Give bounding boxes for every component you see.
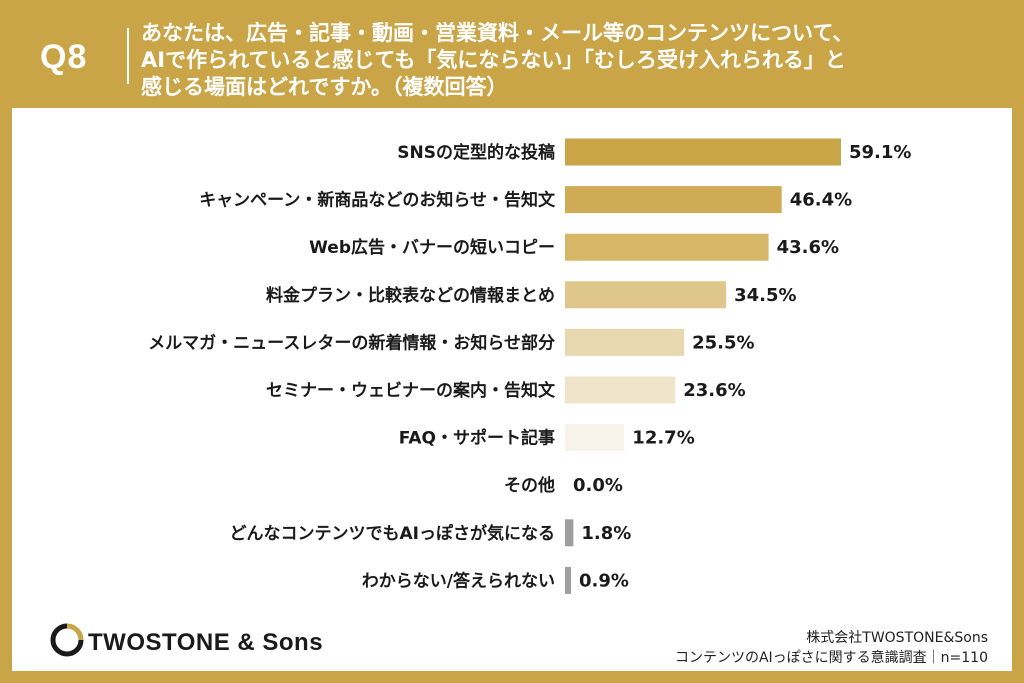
category-label: その他 xyxy=(504,475,555,496)
chart-panel: SNSの定型的な投稿 59.1% キャンペーン・新商品などのお知らせ・告知文 46.4… xyxy=(12,108,1012,671)
question-number: Q8 xyxy=(40,38,88,76)
value-label: 59.1% xyxy=(849,142,911,163)
bar xyxy=(565,233,769,261)
bar xyxy=(565,376,676,404)
category-label: どんなコンテンツでもAIっぽさが気になる xyxy=(230,523,555,544)
logo-mark-icon xyxy=(50,623,84,657)
logo-text: TWOSTONE & Sons xyxy=(88,629,324,656)
category-label: メルマガ・ニュースレターの新着情報・お知らせ部分 xyxy=(148,332,555,353)
bar xyxy=(565,138,841,166)
bar xyxy=(565,566,571,594)
value-label: 43.6% xyxy=(777,237,839,258)
category-label: FAQ・サポート記事 xyxy=(399,428,555,449)
bar xyxy=(565,281,727,309)
bar-chart: SNSの定型的な投稿 59.1% キャンペーン・新商品などのお知らせ・告知文 46.4… xyxy=(148,138,911,594)
value-label: 25.5% xyxy=(692,332,754,353)
value-label: 46.4% xyxy=(790,190,852,211)
company-name: 株式会社TWOSTONE&Sons xyxy=(806,630,988,646)
question-line-1: あなたは、広告・記事・動画・営業資料・メール等のコンテンツについて、 xyxy=(141,21,854,45)
value-label: 23.6% xyxy=(683,380,745,401)
question-line-2: AIで作られていると感じても「気にならない」「むしろ受け入れられる」と xyxy=(141,48,846,72)
bar xyxy=(565,424,625,452)
bar xyxy=(565,186,782,214)
category-label: SNSの定型的な投稿 xyxy=(397,142,555,163)
category-label: 料金プラン・比較表などの情報まとめ xyxy=(266,285,555,306)
category-label: Web広告・バナーの短いコピー xyxy=(309,237,555,258)
category-label: わからない/答えられない xyxy=(362,570,555,591)
brand-logo: TWOSTONE & Sons xyxy=(50,623,323,663)
value-label: 0.0% xyxy=(573,475,623,496)
question-line-3: 感じる場面はどれですか。（複数回答） xyxy=(141,75,508,99)
value-label: 0.9% xyxy=(579,570,629,591)
header-band: Q8 あなたは、広告・記事・動画・営業資料・メール等のコンテンツについて、 AI… xyxy=(0,0,1024,108)
bar xyxy=(565,519,574,547)
value-label: 1.8% xyxy=(581,523,631,544)
value-label: 12.7% xyxy=(632,428,694,449)
source-note: 株式会社TWOSTONE&Sons コンテンツのAIっぽさに関する意識調査｜n=… xyxy=(675,628,988,668)
bar xyxy=(565,328,685,356)
value-label: 34.5% xyxy=(734,285,796,306)
question-text: あなたは、広告・記事・動画・営業資料・メール等のコンテンツについて、 AIで作ら… xyxy=(141,20,1001,101)
category-label: セミナー・ウェビナーの案内・告知文 xyxy=(266,380,556,401)
survey-name: コンテンツのAIっぽさに関する意識調査｜n=110 xyxy=(674,650,988,666)
question-divider xyxy=(127,28,129,84)
category-label: キャンペーン・新商品などのお知らせ・告知文 xyxy=(199,190,556,211)
